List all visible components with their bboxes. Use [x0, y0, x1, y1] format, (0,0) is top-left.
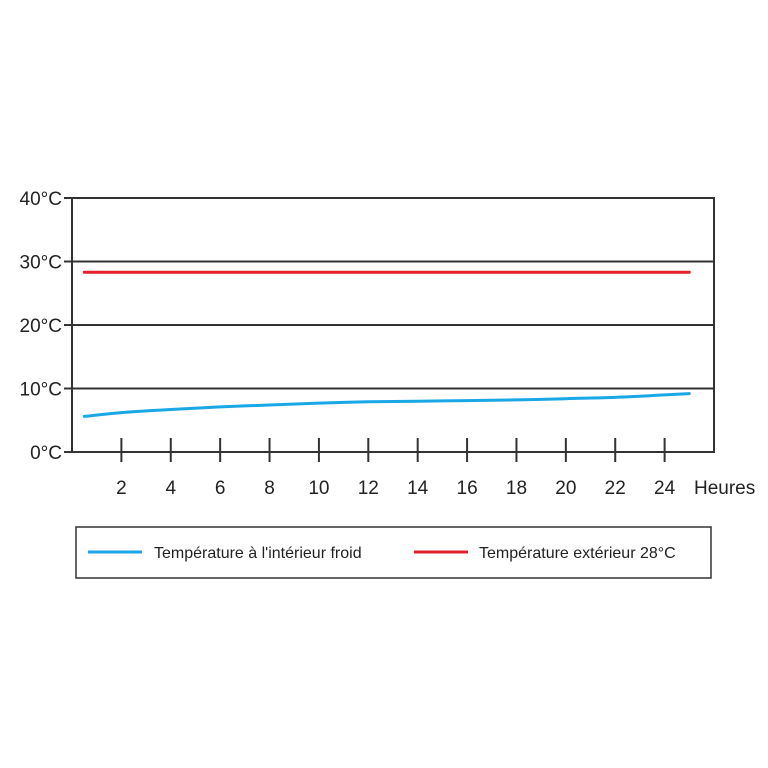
- x-axis: 2 4 6 8 10 12 14 16 18 20 22 24: [116, 438, 676, 499]
- series-lines: [82, 270, 691, 418]
- legend-label-exterior: Température extérieur 28°C: [479, 545, 676, 562]
- x-tick-label: 20: [555, 478, 576, 499]
- x-tick-label: 6: [215, 478, 226, 499]
- x-tick-label: 12: [358, 478, 379, 499]
- x-tick-label: 2: [116, 478, 127, 499]
- y-tick-label: 20°C: [20, 316, 62, 337]
- x-tick-label: 14: [407, 478, 429, 499]
- gridlines: [72, 260, 714, 390]
- x-tick-label: 8: [264, 478, 275, 499]
- x-tick-label: 22: [605, 478, 626, 499]
- legend-box: [75, 526, 712, 579]
- y-tick-label: 30°C: [20, 253, 62, 274]
- x-tick-label: 18: [506, 478, 527, 499]
- x-axis-label: Heures: [694, 478, 755, 499]
- x-tick-label: 16: [457, 478, 478, 499]
- x-tick-label: 4: [165, 478, 176, 499]
- x-tick-label: 24: [654, 478, 676, 499]
- x-tick-label: 10: [308, 478, 329, 499]
- y-axis: 0°C 10°C 20°C 30°C 40°C: [20, 189, 72, 464]
- y-tick-label: 10°C: [20, 380, 62, 401]
- series-line-0: [82, 392, 691, 418]
- y-tick-label: 40°C: [20, 189, 62, 210]
- legend-label-interior: Température à l'intérieur froid: [154, 545, 362, 562]
- y-tick-label: 0°C: [30, 443, 62, 464]
